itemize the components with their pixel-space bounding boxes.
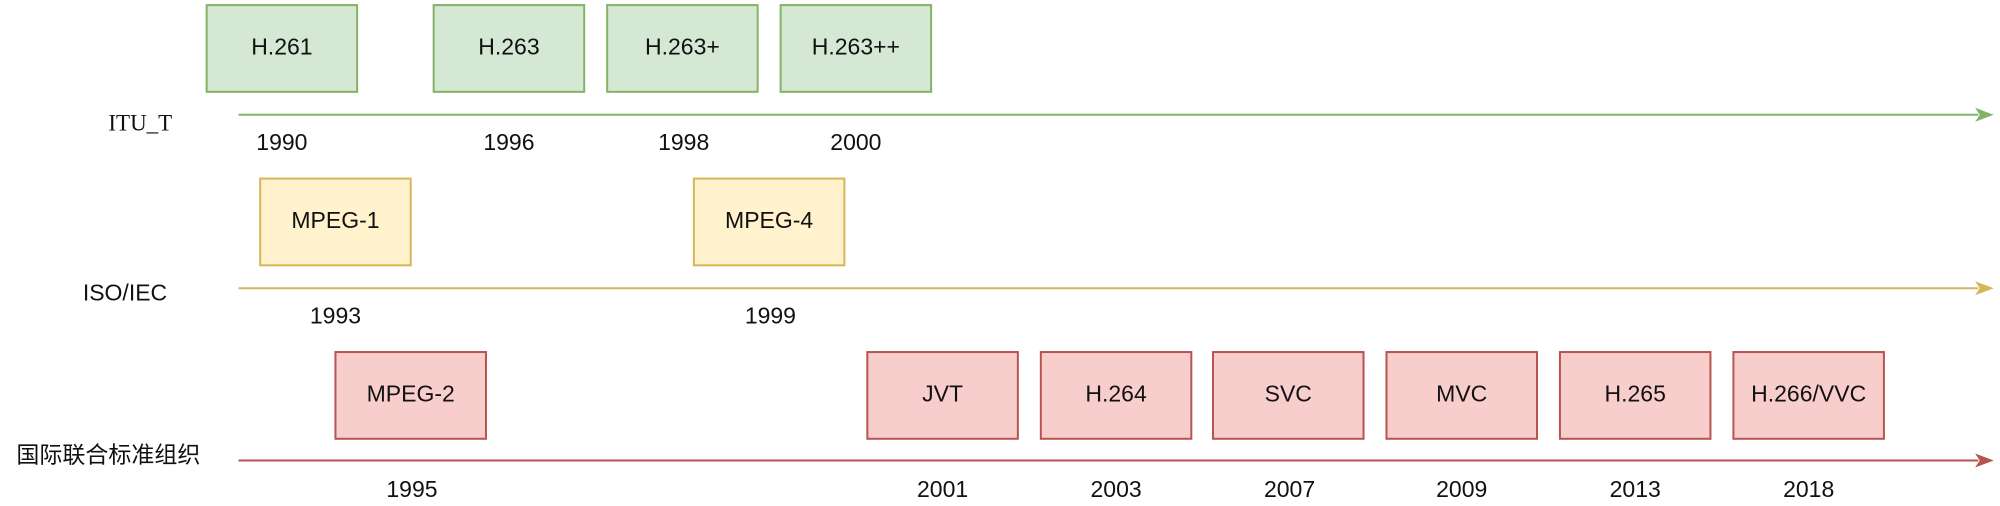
standard-box: [606, 4, 759, 93]
lane-label: 国际联合标准组织: [16, 442, 200, 468]
standard-label: H.263: [478, 34, 539, 60]
year-label: 2018: [1783, 476, 1834, 502]
year-label: 2000: [830, 129, 881, 155]
standard-label: H.263+: [645, 34, 720, 60]
year-label: 1999: [745, 303, 796, 329]
standard-box: [1558, 351, 1712, 440]
standard-box: [779, 4, 933, 93]
standard-label: MPEG-2: [367, 380, 455, 406]
year-label: 1993: [310, 303, 361, 329]
standard-box: [866, 351, 1019, 440]
year-label: 2001: [917, 476, 968, 502]
standard-box: [1039, 351, 1193, 440]
standard-label: H.264: [1085, 380, 1147, 406]
standard-label: MPEG-1: [291, 207, 379, 233]
standard-box: [334, 351, 487, 440]
lane-label: ISO/IEC: [83, 280, 167, 306]
year-label: 2003: [1090, 476, 1141, 502]
standard-box: [205, 4, 359, 93]
standard-box: [1385, 351, 1538, 440]
year-label: 1998: [658, 129, 709, 155]
standard-box: [432, 4, 586, 93]
year-label: 2009: [1436, 476, 1487, 502]
standard-box: [1212, 351, 1365, 440]
standard-label: H.266/VVC: [1751, 380, 1866, 406]
lane-label: ITU_T: [108, 110, 172, 135]
year-label: 2007: [1264, 476, 1315, 502]
standard-label: SVC: [1265, 380, 1312, 406]
arrow-head: [1975, 107, 1994, 122]
year-label: 2013: [1610, 476, 1661, 502]
arrow-head: [1975, 453, 1994, 468]
arrow-head: [1975, 281, 1994, 296]
standard-label: MPEG-4: [725, 207, 813, 233]
year-label: 1996: [483, 129, 534, 155]
standard-box: [1732, 351, 1885, 440]
standard-label: MVC: [1436, 380, 1487, 406]
year-label: 1990: [256, 129, 307, 155]
standard-label: H.265: [1605, 380, 1666, 406]
standard-label: H.263++: [812, 34, 900, 60]
standard-box: [259, 177, 412, 267]
standard-label: JVT: [922, 380, 963, 406]
standard-box: [692, 177, 846, 267]
standard-label: H.261: [251, 34, 312, 60]
year-label: 1995: [386, 476, 437, 502]
